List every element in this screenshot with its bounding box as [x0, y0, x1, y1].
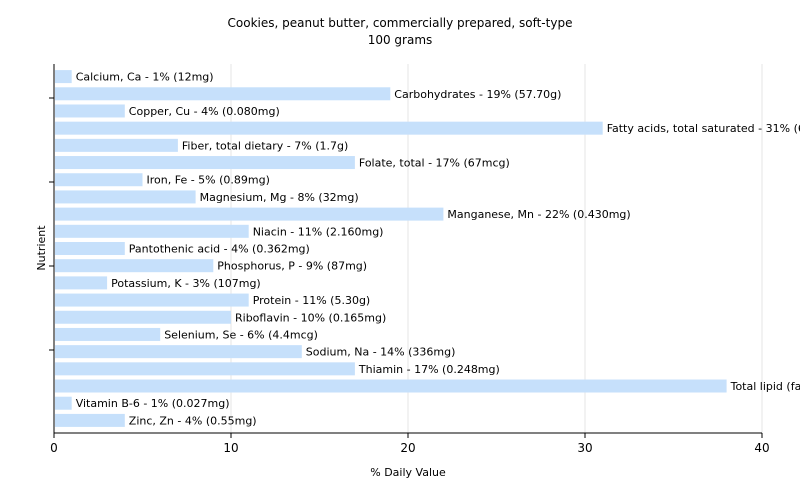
- bar: [55, 87, 391, 101]
- bar: [55, 224, 249, 238]
- bar-label: Thiamin - 17% (0.248mg): [358, 363, 500, 376]
- bar-label: Folate, total - 17% (67mcg): [359, 157, 510, 170]
- bar: [55, 207, 444, 221]
- bar: [55, 121, 603, 135]
- y-axis-label: Nutrient: [35, 225, 48, 271]
- bar: [55, 156, 355, 170]
- x-axis-label: % Daily Value: [370, 466, 446, 479]
- gridlines: [230, 64, 763, 433]
- bar: [55, 70, 72, 84]
- x-tick-label: 30: [577, 441, 592, 455]
- bar: [55, 293, 249, 307]
- bar-label: Manganese, Mn - 22% (0.430mg): [447, 208, 630, 221]
- bar: [55, 242, 125, 255]
- bar-label: Carbohydrates - 19% (57.70g): [394, 88, 561, 101]
- bar-label: Magnesium, Mg - 8% (32mg): [200, 191, 359, 204]
- bar: [55, 138, 178, 152]
- bar: [55, 104, 125, 118]
- bar: [55, 190, 196, 204]
- bar-label: Fatty acids, total saturated - 31% (6.14…: [607, 122, 800, 135]
- bar: [55, 396, 72, 410]
- bar-label: Vitamin B-6 - 1% (0.027mg): [76, 397, 230, 410]
- bar-label: Riboflavin - 10% (0.165mg): [235, 311, 386, 324]
- bar-label: Zinc, Zn - 4% (0.55mg): [129, 414, 257, 427]
- bar-label: Calcium, Ca - 1% (12mg): [76, 71, 214, 84]
- bar-label: Niacin - 11% (2.160mg): [253, 225, 384, 238]
- bar-label: Sodium, Na - 14% (336mg): [306, 346, 456, 359]
- bar: [55, 413, 125, 427]
- bar-label: Selenium, Se - 6% (4.4mcg): [164, 328, 318, 341]
- chart-subtitle: 100 grams: [368, 33, 433, 47]
- bar-label: Pantothenic acid - 4% (0.362mg): [129, 243, 310, 256]
- bar: [55, 276, 108, 290]
- bar: [55, 173, 143, 187]
- x-ticks: 0 10 20 30 40: [50, 433, 770, 455]
- chart-title: Cookies, peanut butter, commercially pre…: [228, 16, 573, 30]
- bar: [55, 362, 355, 376]
- x-tick-label: 20: [400, 441, 415, 455]
- bars: Calcium, Ca - 1% (12mg) Carbohydrates - 1…: [55, 70, 800, 427]
- bar-label: Phosphorus, P - 9% (87mg): [217, 260, 367, 273]
- x-tick-label: 10: [223, 441, 238, 455]
- bar: [55, 345, 302, 359]
- bar: [55, 259, 214, 273]
- bar-label: Iron, Fe - 5% (0.89mg): [147, 174, 270, 187]
- bar-label: Total lipid (fat) - 38% (24.40g): [730, 380, 800, 393]
- bar: [55, 379, 727, 393]
- x-tick-label: 40: [754, 441, 769, 455]
- bar-label: Fiber, total dietary - 7% (1.7g): [182, 139, 348, 152]
- bar: [55, 310, 231, 324]
- bar-label: Protein - 11% (5.30g): [253, 294, 371, 307]
- bar-label: Potassium, K - 3% (107mg): [111, 277, 261, 290]
- bar-label: Copper, Cu - 4% (0.080mg): [129, 105, 280, 118]
- x-tick-label: 0: [50, 441, 58, 455]
- bar: [55, 327, 161, 341]
